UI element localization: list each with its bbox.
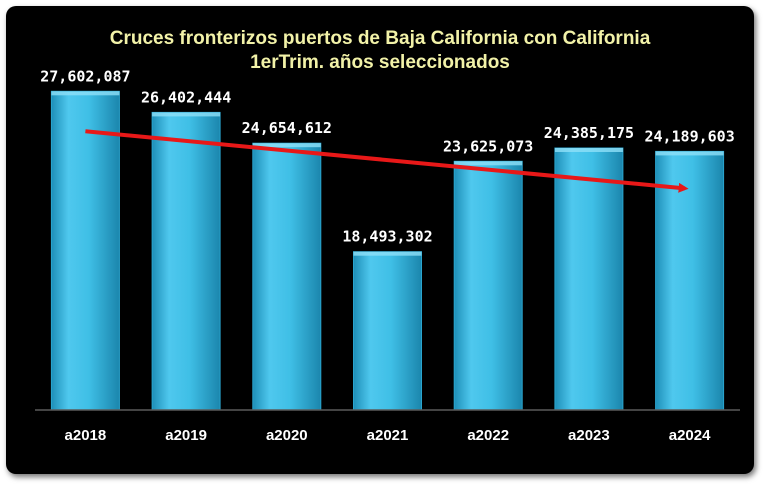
data-label-a2018: 27,602,087: [40, 67, 130, 85]
bar-top-highlight-a2020: [252, 143, 321, 148]
bar-a2024: [655, 150, 725, 411]
x-tick-a2022: a2022: [467, 427, 509, 444]
bar-a2023: [554, 147, 624, 411]
bar-top-highlight-a2022: [454, 161, 523, 166]
bar-top-highlight-a2023: [554, 148, 623, 152]
chart-subtitle: 1erTrim. años seleccionados: [250, 52, 510, 73]
data-label-a2021: 18,493,302: [342, 228, 432, 246]
chart-title: Cruces fronterizos puertos de Baja Calif…: [110, 28, 651, 49]
x-tick-a2018: a2018: [65, 427, 107, 444]
x-tick-a2023: a2023: [568, 427, 610, 444]
bar-a2021: [353, 251, 422, 411]
bar-a2019: [151, 111, 221, 411]
data-label-a2019: 26,402,444: [141, 88, 231, 106]
bar-a2020: [252, 142, 322, 411]
bar-top-highlight-a2021: [353, 251, 422, 256]
labels-layer: 27,602,087 a2018 26,402,444 a2019 24,654,612…: [40, 67, 735, 444]
data-label-a2020: 24,654,612: [242, 119, 332, 137]
x-tick-a2024: a2024: [669, 427, 711, 444]
x-tick-a2019: a2019: [165, 427, 207, 444]
x-tick-a2020: a2020: [266, 427, 308, 444]
bar-chart: Cruces fronterizos puertos de Baja Calif…: [35, 28, 740, 444]
data-label-a2024: 24,189,603: [644, 127, 734, 145]
bar-a2022: [453, 160, 523, 411]
data-label-a2023: 24,385,175: [544, 124, 634, 142]
bar-a2018: [50, 90, 120, 411]
bar-top-highlight-a2024: [655, 151, 724, 156]
bar-top-highlight-a2019: [152, 112, 221, 117]
trend-arrow: [85, 129, 689, 193]
x-tick-a2021: a2021: [367, 427, 409, 444]
chart-frame: Cruces fronterizos puertos de Baja Calif…: [6, 6, 754, 474]
data-label-a2022: 23,625,073: [443, 137, 533, 155]
bar-top-highlight-a2018: [51, 91, 120, 96]
